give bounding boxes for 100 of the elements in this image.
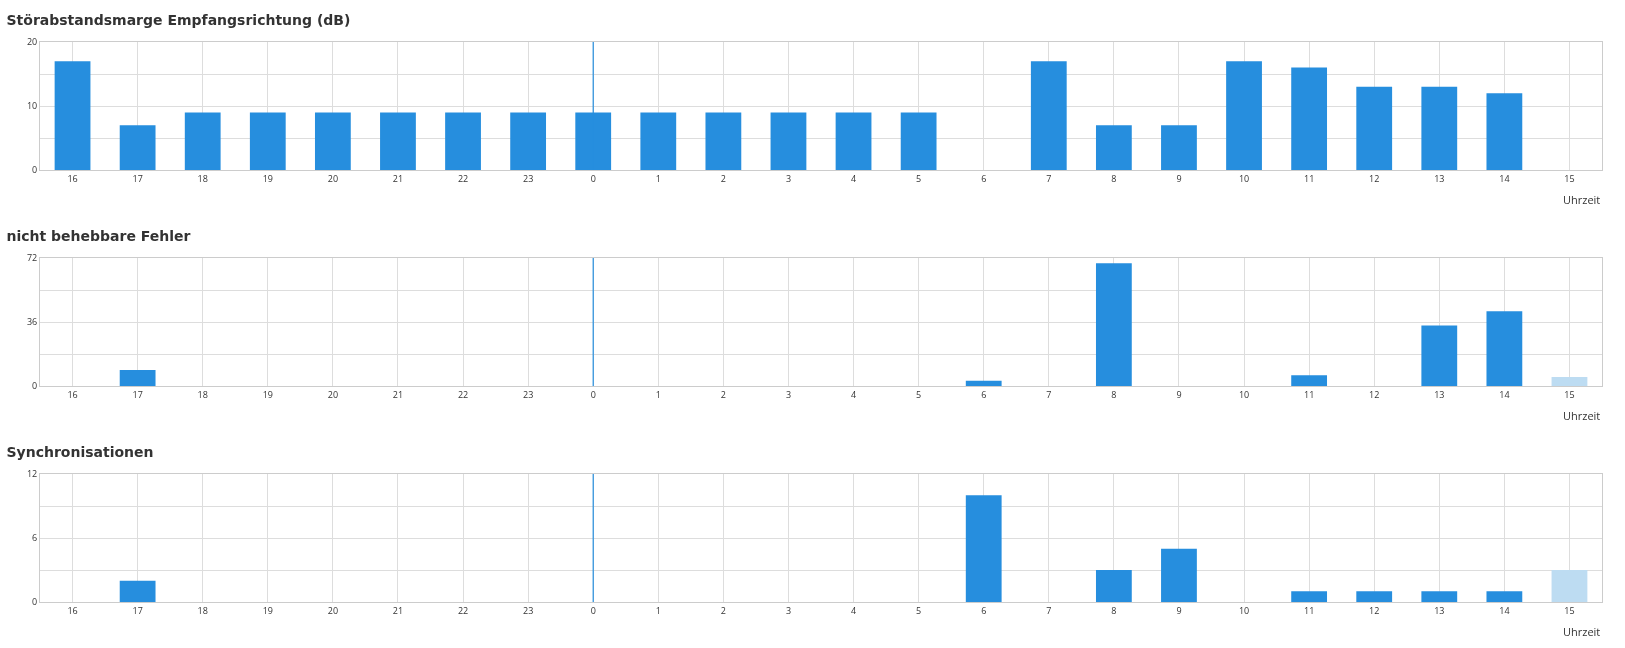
- x-tick-label: 5: [916, 603, 922, 617]
- bar: [1226, 61, 1262, 170]
- x-tick-label: 4: [850, 171, 857, 185]
- bar: [445, 112, 481, 170]
- x-tick-label: 15: [1564, 171, 1575, 185]
- x-tick-label: 18: [197, 387, 208, 401]
- x-tick-label: 3: [785, 603, 792, 617]
- bar: [184, 112, 221, 170]
- x-tick-label: 20: [327, 603, 339, 617]
- x-tick-label: 21: [392, 171, 404, 185]
- bar: [1486, 591, 1523, 602]
- bar: [1291, 591, 1328, 602]
- x-tick-label: 9: [1176, 603, 1182, 617]
- x-tick-label: 10: [1238, 603, 1250, 617]
- bar: [1486, 311, 1523, 386]
- bar: [1356, 591, 1393, 602]
- y-tick-label: 20: [26, 35, 38, 49]
- x-tick-label: 10: [1238, 171, 1250, 185]
- bar: [965, 380, 1002, 386]
- x-tick-label: 3: [785, 171, 792, 185]
- bar: [1095, 263, 1132, 386]
- x-tick-label: 9: [1176, 171, 1182, 185]
- x-tick-label: 14: [1499, 171, 1510, 185]
- bar: [1161, 125, 1197, 170]
- bar: [1291, 375, 1328, 386]
- bar: [1551, 570, 1588, 602]
- x-tick-label: 2: [720, 171, 726, 185]
- bar: [1095, 125, 1132, 170]
- x-tick-label: 1: [655, 603, 661, 617]
- bar: [900, 112, 937, 170]
- bar: [54, 61, 91, 170]
- x-tick-label: 13: [1434, 171, 1445, 185]
- x-tick-label: 19: [262, 171, 273, 185]
- x-tick-label: 19: [262, 387, 273, 401]
- y-tick-label: 72: [26, 251, 38, 265]
- bar: [119, 125, 156, 170]
- x-axis-title: Uhrzeit: [1563, 624, 1601, 639]
- x-tick-label: 21: [392, 387, 404, 401]
- y-tick-label: 36: [26, 315, 38, 329]
- bar: [119, 580, 156, 602]
- x-tick-label: 8: [1111, 171, 1117, 185]
- x-tick-label: 23: [522, 387, 534, 401]
- x-tick-label: 13: [1434, 603, 1445, 617]
- x-tick-label: 22: [457, 387, 469, 401]
- x-tick-label: 11: [1303, 603, 1315, 617]
- y-tick-label: 10: [26, 99, 38, 113]
- x-tick-label: 22: [457, 603, 469, 617]
- bar: [705, 112, 742, 170]
- x-tick-label: 6: [981, 171, 987, 185]
- bar: [1030, 61, 1067, 170]
- x-tick-label: 23: [522, 171, 534, 185]
- x-tick-label: 10: [1238, 387, 1250, 401]
- x-tick-label: 5: [916, 387, 922, 401]
- bar: [1551, 377, 1588, 386]
- x-tick-label: 12: [1369, 387, 1380, 401]
- x-tick-label: 18: [197, 171, 208, 185]
- bar: [1486, 93, 1523, 170]
- x-axis-title: Uhrzeit: [1563, 192, 1601, 207]
- bar: [1291, 67, 1328, 170]
- bar: [380, 112, 416, 170]
- x-tick-label: 12: [1369, 603, 1380, 617]
- x-tick-label: 9: [1176, 387, 1182, 401]
- chart-title: nicht behebbare Fehler: [6, 227, 191, 244]
- x-tick-label: 14: [1499, 387, 1510, 401]
- bar: [640, 112, 677, 170]
- bar: [1421, 325, 1458, 386]
- x-tick-label: 7: [1046, 603, 1052, 617]
- x-tick-label: 20: [327, 171, 339, 185]
- x-tick-label: 0: [590, 603, 596, 617]
- x-tick-label: 15: [1564, 603, 1575, 617]
- bar: [119, 370, 156, 386]
- y-tick-label: 6: [32, 531, 38, 545]
- x-tick-label: 21: [392, 603, 404, 617]
- x-tick-label: 1: [655, 387, 661, 401]
- x-tick-label: 4: [850, 387, 857, 401]
- x-tick-label: 3: [785, 387, 792, 401]
- x-tick-label: 23: [522, 603, 534, 617]
- bar: [1356, 86, 1393, 170]
- x-tick-label: 2: [720, 387, 726, 401]
- x-tick-label: 11: [1303, 171, 1315, 185]
- x-tick-label: 2: [720, 603, 726, 617]
- bar: [1421, 591, 1458, 602]
- chart-title: Störabstandsmarge Empfangsrichtung (dB): [6, 11, 351, 28]
- bar: [1421, 86, 1458, 170]
- x-tick-label: 5: [916, 171, 922, 185]
- x-tick-label: 6: [981, 387, 987, 401]
- x-tick-label: 4: [850, 603, 857, 617]
- bar: [1095, 570, 1132, 602]
- bar: [1161, 548, 1197, 602]
- bar: [510, 112, 547, 170]
- x-tick-label: 16: [67, 603, 78, 617]
- chart-title: Synchronisationen: [6, 443, 154, 460]
- x-tick-label: 12: [1369, 171, 1380, 185]
- x-axis-title: Uhrzeit: [1563, 408, 1601, 423]
- x-tick-label: 8: [1111, 387, 1117, 401]
- x-tick-label: 13: [1434, 387, 1445, 401]
- x-tick-label: 18: [197, 603, 208, 617]
- x-tick-label: 22: [457, 171, 469, 185]
- x-tick-label: 19: [262, 603, 273, 617]
- bar: [835, 112, 872, 170]
